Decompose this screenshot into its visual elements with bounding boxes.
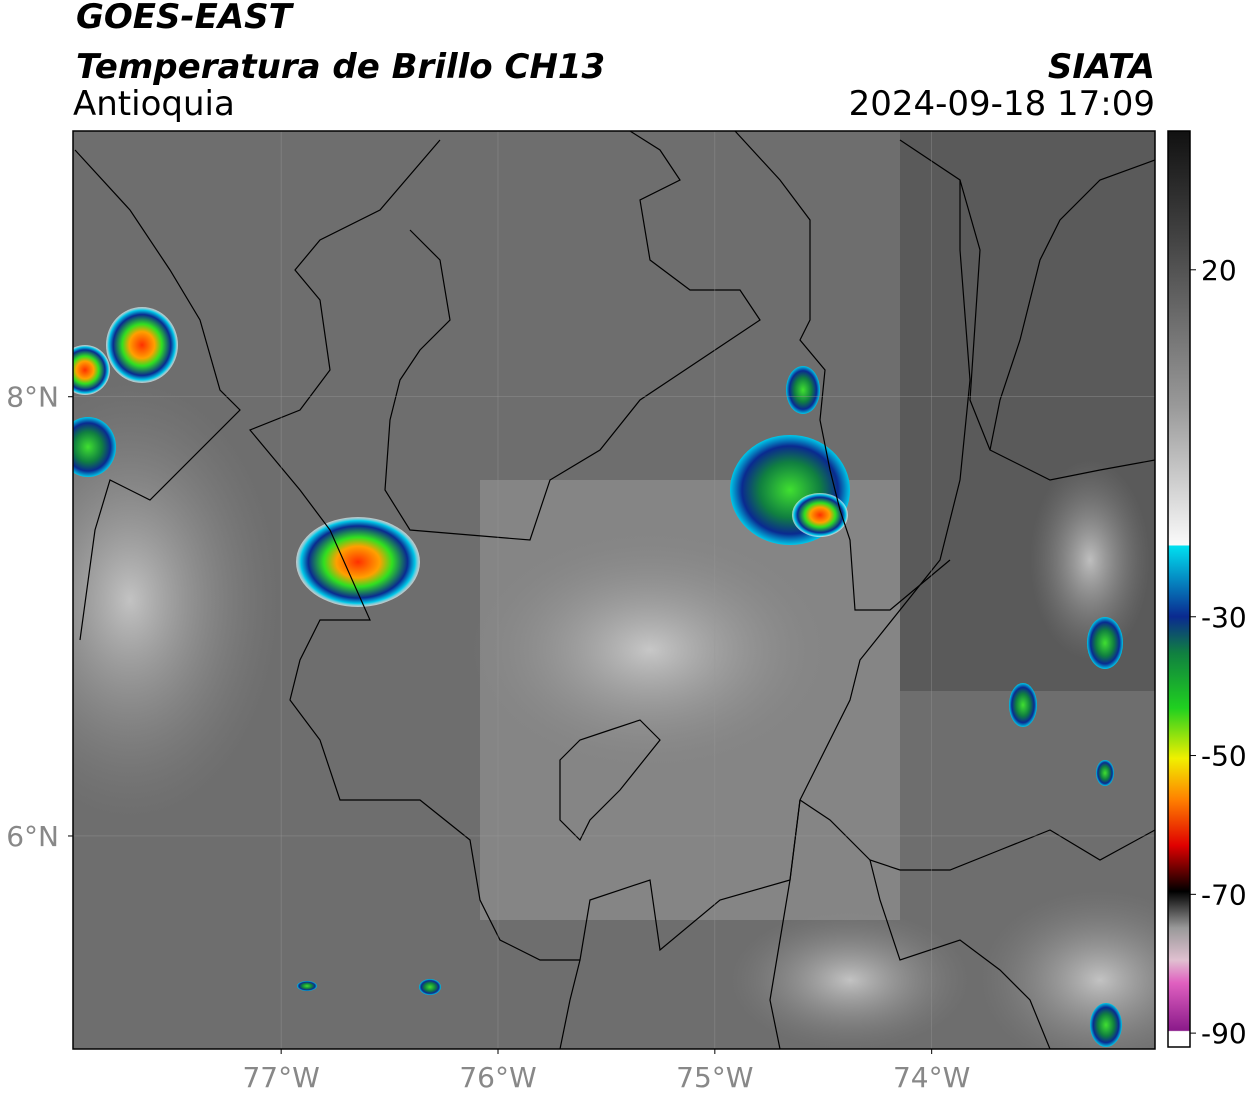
datetime-label: 2024-09-18 17:09 [849,84,1155,124]
storm-cell [1087,617,1123,669]
storm-cell [297,981,317,991]
colorbar-tick-label: -90 [1201,1017,1247,1050]
storm-cell [786,366,820,414]
colorbar [1167,130,1191,1048]
y-tick-label: 8°N [6,381,59,414]
satellite-title: GOES-EAST [76,0,295,37]
borders [74,131,1155,1049]
colorbar-tick-label: -30 [1201,601,1247,634]
storm-cell [1090,1003,1122,1047]
source-label: SIATA [1048,47,1155,87]
grid [73,131,1155,1049]
storm-cell [792,493,848,537]
x-tick-label: 76°W [459,1061,536,1094]
x-tick-label: 74°W [893,1061,970,1094]
colorbar-tick-label: -50 [1201,740,1247,773]
storm-cell [1096,760,1114,786]
storm-cell [73,345,110,395]
cloud [73,380,280,820]
colorbar-tick-label: -70 [1201,878,1247,911]
colorbar-tick-label: 20 [1201,254,1237,287]
product-title: Temperatura de Brillo CH13 [76,47,605,87]
cloud [1030,460,1150,660]
y-tick-label: 6°N [6,820,59,853]
region-label: Antioquia [73,84,235,124]
cloud [730,910,970,1049]
storm-cell [106,307,178,383]
storm-cell [296,517,420,607]
map-area [73,131,1155,1049]
x-tick-label: 77°W [242,1061,319,1094]
storm-cell [419,979,441,995]
map-frame [72,130,1156,1050]
cloud [470,530,830,770]
x-tick-label: 75°W [676,1061,753,1094]
storm-cell [73,417,116,477]
storm-cell [1009,683,1037,727]
